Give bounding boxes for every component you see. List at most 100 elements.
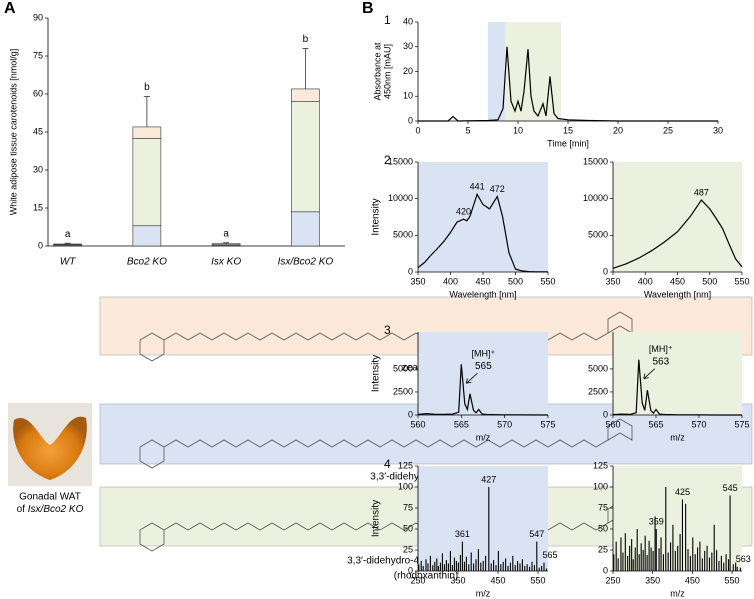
y-tick-label: 100 bbox=[398, 481, 413, 491]
data-line bbox=[612, 359, 742, 416]
y-axis-label: Intensity bbox=[371, 198, 382, 235]
x-axis-label: Wavelength [nm] bbox=[644, 289, 711, 299]
x-tick-label: 560 bbox=[410, 419, 425, 429]
x-tick-label: 550 bbox=[734, 276, 749, 286]
x-tick-label: 250 bbox=[605, 575, 620, 585]
x-tick-label: 550 bbox=[725, 575, 740, 585]
y-tick-label: 10 bbox=[403, 91, 413, 101]
y-tick-label: 50 bbox=[598, 523, 608, 533]
x-tick-label: 10 bbox=[513, 125, 523, 135]
y-tick-label: 30 bbox=[33, 164, 43, 174]
peak-label: 359 bbox=[649, 516, 664, 526]
annotation-arrowhead bbox=[465, 378, 472, 384]
y-tick-label: 5000 bbox=[393, 230, 413, 240]
y-tick-label: 50 bbox=[403, 523, 413, 533]
x-tick-label: 15 bbox=[563, 125, 573, 135]
plot-background bbox=[418, 162, 548, 272]
x-tick-label: Bco2 KO bbox=[127, 257, 167, 268]
y-tick-label: 15000 bbox=[388, 156, 413, 166]
y-axis-label: 450nm [mAU] bbox=[382, 44, 392, 99]
y-tick-label: 40 bbox=[403, 16, 413, 26]
significance-letter: b bbox=[144, 82, 150, 93]
x-tick-label: 450 bbox=[490, 575, 505, 585]
x-tick-label: 350 bbox=[605, 276, 620, 286]
y-tick-label: 125 bbox=[398, 460, 413, 470]
y-tick-label: 0 bbox=[603, 565, 608, 575]
annotation-arrow bbox=[466, 372, 478, 384]
panel-label: 2 bbox=[384, 153, 391, 167]
x-tick-label: 450 bbox=[475, 276, 490, 286]
x-tick-label: 500 bbox=[702, 276, 717, 286]
significance-letter: b bbox=[303, 34, 309, 45]
x-tick-label: 560 bbox=[605, 419, 620, 429]
y-tick-label: 100 bbox=[593, 481, 608, 491]
x-tick-label: 400 bbox=[638, 276, 653, 286]
photo-tissue bbox=[13, 416, 87, 480]
y-tick-label: 2500 bbox=[588, 386, 608, 396]
y-tick-label: 75 bbox=[33, 50, 43, 60]
photo-caption: of bbox=[17, 504, 28, 515]
y-axis-label: White adipose tissue carotenoids [nmol/g… bbox=[8, 49, 18, 216]
y-tick-label: 10000 bbox=[583, 193, 608, 203]
data-line bbox=[612, 199, 743, 269]
bar-segment bbox=[132, 225, 162, 247]
y-tick-label: 125 bbox=[593, 460, 608, 470]
x-axis-label: Time [min] bbox=[547, 138, 589, 148]
peak-label: 425 bbox=[675, 487, 690, 497]
x-axis-label: m/z bbox=[476, 432, 491, 442]
significance-letter: a bbox=[223, 228, 229, 239]
y-tick-label: 10000 bbox=[388, 193, 413, 203]
peak-label: 472 bbox=[490, 184, 505, 194]
y-tick-label: 0 bbox=[38, 240, 43, 250]
peak-annotation: [MH]⁺ bbox=[649, 344, 673, 354]
peak-label: 565 bbox=[475, 361, 492, 372]
panel-label: 1 bbox=[384, 13, 391, 27]
x-tick-label: 450 bbox=[685, 575, 700, 585]
x-axis-label: m/z bbox=[476, 588, 491, 598]
y-tick-label: 15 bbox=[33, 202, 43, 212]
figure-label: B bbox=[362, 0, 374, 17]
y-tick-label: 60 bbox=[33, 88, 43, 98]
y-tick-label: 0 bbox=[603, 409, 608, 419]
y-axis-label: Intensity bbox=[371, 500, 382, 537]
y-tick-label: 5000 bbox=[588, 230, 608, 240]
bar-segment bbox=[132, 138, 162, 227]
annotation-arrowhead bbox=[643, 373, 649, 380]
y-tick-label: 0 bbox=[408, 409, 413, 419]
x-tick-label: 550 bbox=[540, 276, 555, 286]
plot-background bbox=[613, 162, 742, 272]
peak-label: 545 bbox=[723, 483, 738, 493]
x-tick-label: 350 bbox=[645, 575, 660, 585]
data-line bbox=[417, 192, 548, 273]
x-tick-label: 0 bbox=[415, 125, 420, 135]
bar-segment bbox=[291, 88, 320, 102]
y-tick-label: 25 bbox=[403, 544, 413, 554]
x-axis-label: m/z bbox=[670, 432, 685, 442]
peak-annotation: [MH]⁺ bbox=[471, 349, 495, 359]
x-tick-label: 500 bbox=[508, 276, 523, 286]
y-tick-label: 45 bbox=[33, 126, 43, 136]
annotation-arrow bbox=[643, 368, 656, 379]
bar-segment bbox=[132, 126, 162, 139]
x-tick-label: 5 bbox=[465, 125, 470, 135]
y-axis-label: Intensity bbox=[371, 355, 382, 392]
x-tick-label: 30 bbox=[713, 125, 723, 135]
y-tick-label: 0 bbox=[408, 565, 413, 575]
bar-segment bbox=[291, 211, 320, 247]
y-tick-label: 5000 bbox=[588, 363, 608, 373]
x-tick-label: 565 bbox=[454, 419, 469, 429]
shaded-band bbox=[488, 22, 505, 121]
structure-label: (rhodoxanthin) bbox=[394, 571, 458, 582]
peak-label: 565 bbox=[542, 550, 557, 560]
y-tick-label: 75 bbox=[598, 502, 608, 512]
x-axis-label: Wavelength [nm] bbox=[449, 289, 516, 299]
y-tick-label: 5000 bbox=[393, 363, 413, 373]
panel-label: 3 bbox=[384, 323, 391, 337]
x-tick-label: 350 bbox=[450, 575, 465, 585]
peak-label: 361 bbox=[455, 529, 470, 539]
x-tick-label: 570 bbox=[691, 419, 706, 429]
data-line bbox=[417, 364, 549, 416]
peak-label: 420 bbox=[456, 207, 471, 217]
x-tick-label: 575 bbox=[734, 419, 749, 429]
x-tick-label: 20 bbox=[613, 125, 623, 135]
